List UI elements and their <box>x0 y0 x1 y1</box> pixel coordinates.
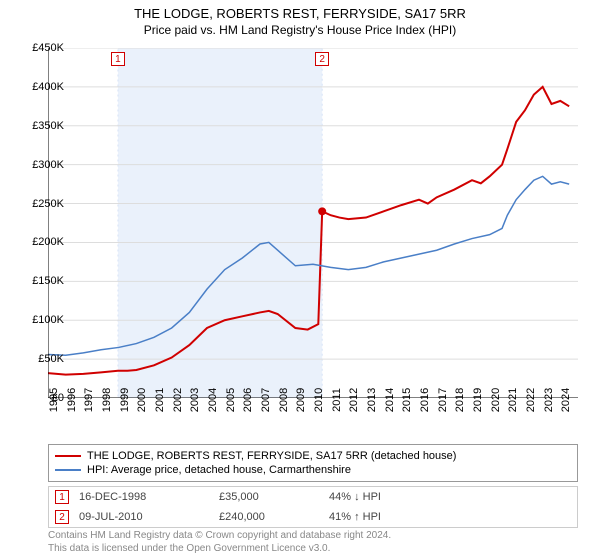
x-tick-label: 2014 <box>384 388 396 412</box>
legend-swatch <box>55 455 81 457</box>
table-row: 1 16-DEC-1998 £35,000 44% ↓ HPI <box>49 487 577 507</box>
x-tick-label: 2006 <box>242 388 254 412</box>
y-tick-label: £300K <box>32 159 64 171</box>
x-tick-label: 2011 <box>331 388 343 412</box>
chart-title: THE LODGE, ROBERTS REST, FERRYSIDE, SA17… <box>0 0 600 21</box>
legend-swatch <box>55 469 81 471</box>
y-tick-label: £50K <box>38 353 64 365</box>
chart-area <box>48 48 578 398</box>
x-tick-label: 2023 <box>543 388 555 412</box>
marker-badge: 1 <box>55 490 69 504</box>
x-tick-label: 1997 <box>83 388 95 412</box>
y-tick-label: £350K <box>32 120 64 132</box>
x-tick-label: 1999 <box>119 388 131 412</box>
x-tick-label: 2019 <box>472 388 484 412</box>
y-tick-label: £150K <box>32 275 64 287</box>
marker-date: 16-DEC-1998 <box>79 491 209 503</box>
legend-label: THE LODGE, ROBERTS REST, FERRYSIDE, SA17… <box>87 450 456 462</box>
license-line: This data is licensed under the Open Gov… <box>48 543 578 556</box>
x-tick-label: 2018 <box>454 388 466 412</box>
legend: THE LODGE, ROBERTS REST, FERRYSIDE, SA17… <box>48 444 578 482</box>
x-tick-label: 2005 <box>225 388 237 412</box>
license-line: Contains HM Land Registry data © Crown c… <box>48 530 578 543</box>
license-text: Contains HM Land Registry data © Crown c… <box>48 530 578 555</box>
y-tick-label: £400K <box>32 81 64 93</box>
x-tick-label: 2024 <box>560 388 572 412</box>
x-tick-label: 2013 <box>366 388 378 412</box>
x-tick-label: 2012 <box>348 388 360 412</box>
x-tick-label: 2001 <box>154 388 166 412</box>
chart-marker-badge: 1 <box>111 52 125 66</box>
x-tick-label: 2003 <box>189 388 201 412</box>
chart-marker-badge: 2 <box>315 52 329 66</box>
table-row: 2 09-JUL-2010 £240,000 41% ↑ HPI <box>49 507 577 527</box>
y-tick-label: £250K <box>32 198 64 210</box>
y-tick-label: £450K <box>32 42 64 54</box>
marker-price: £35,000 <box>219 491 319 503</box>
x-tick-label: 1995 <box>48 388 60 412</box>
x-tick-label: 2015 <box>401 388 413 412</box>
marker-date: 09-JUL-2010 <box>79 511 209 523</box>
x-tick-label: 2021 <box>507 388 519 412</box>
x-tick-label: 2010 <box>313 388 325 412</box>
x-tick-label: 2008 <box>278 388 290 412</box>
chart-subtitle: Price paid vs. HM Land Registry's House … <box>0 21 600 37</box>
marker-delta: 41% ↑ HPI <box>329 511 571 523</box>
legend-label: HPI: Average price, detached house, Carm… <box>87 464 351 476</box>
x-tick-label: 2000 <box>136 388 148 412</box>
x-tick-label: 2009 <box>295 388 307 412</box>
x-tick-label: 2002 <box>172 388 184 412</box>
x-tick-label: 2017 <box>437 388 449 412</box>
x-tick-label: 1996 <box>66 388 78 412</box>
x-tick-label: 1998 <box>101 388 113 412</box>
legend-item: HPI: Average price, detached house, Carm… <box>55 463 571 477</box>
y-tick-label: £200K <box>32 236 64 248</box>
x-tick-label: 2022 <box>525 388 537 412</box>
x-tick-label: 2007 <box>260 388 272 412</box>
marker-badge: 2 <box>55 510 69 524</box>
marker-delta: 44% ↓ HPI <box>329 491 571 503</box>
legend-item: THE LODGE, ROBERTS REST, FERRYSIDE, SA17… <box>55 449 571 463</box>
x-tick-label: 2020 <box>490 388 502 412</box>
x-tick-label: 2004 <box>207 388 219 412</box>
y-tick-label: £100K <box>32 314 64 326</box>
x-tick-label: 2016 <box>419 388 431 412</box>
marker-price: £240,000 <box>219 511 319 523</box>
markers-table: 1 16-DEC-1998 £35,000 44% ↓ HPI 2 09-JUL… <box>48 486 578 528</box>
line-chart <box>48 48 578 398</box>
